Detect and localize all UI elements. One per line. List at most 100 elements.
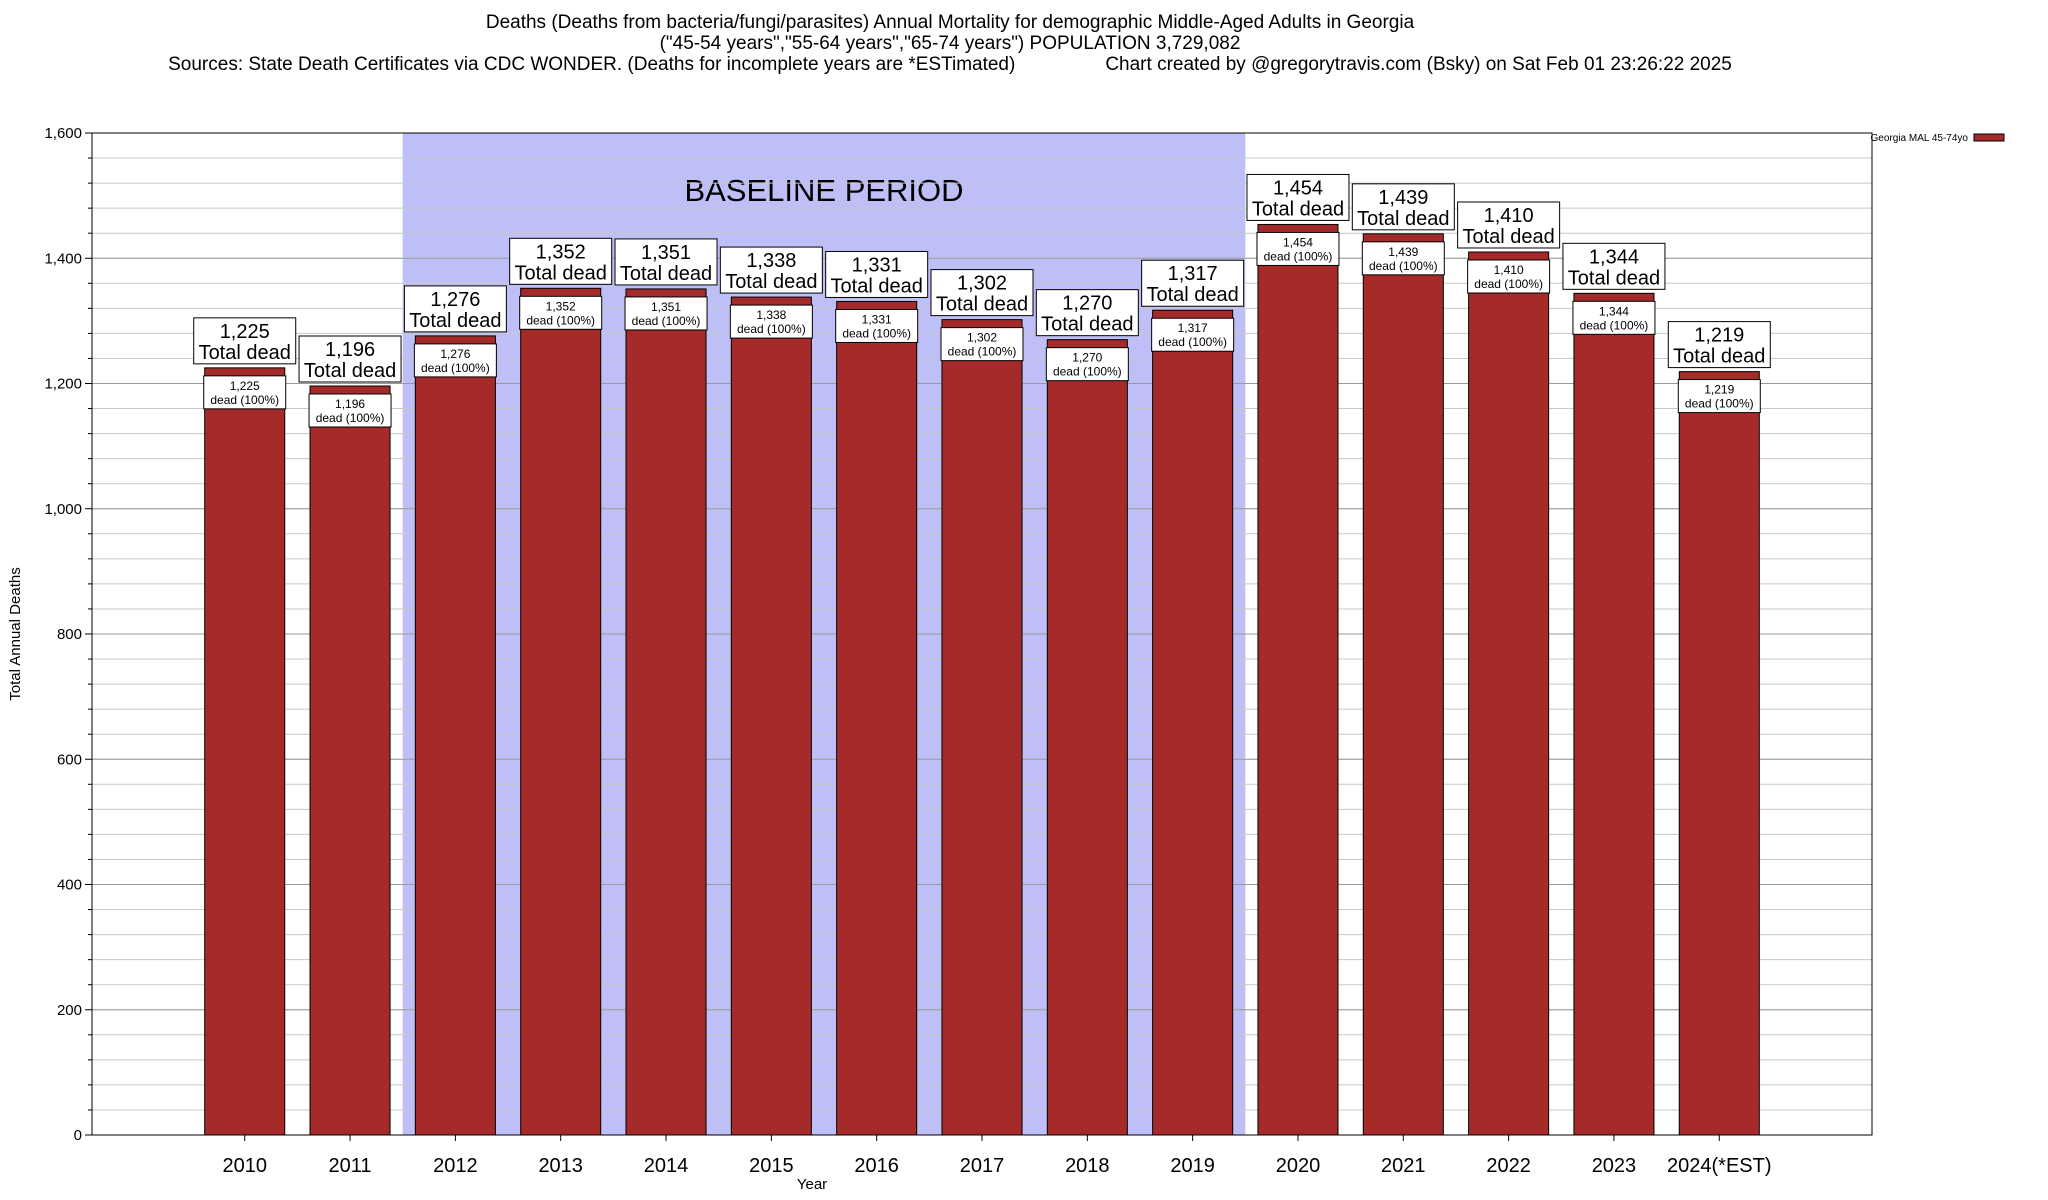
inner-label-text-2010: dead (100%) (210, 393, 279, 407)
inner-label-value-2011: 1,196 (335, 397, 365, 411)
y-tick-label-1000: 1,000 (44, 501, 82, 518)
inner-label-text-2014: dead (100%) (632, 314, 701, 328)
x-tick-label-2019: 2019 (1170, 1155, 1215, 1177)
x-tick-label-2013: 2013 (538, 1155, 583, 1177)
x-tick-label-2023: 2023 (1592, 1155, 1637, 1177)
top-label-box-2014 (614, 238, 718, 286)
x-tick-label-2014: 2014 (644, 1155, 689, 1177)
bar-2012 (414, 335, 496, 1136)
bar-2020 (1257, 223, 1339, 1136)
inner-label-box-2013 (519, 295, 603, 330)
inner-label-value-2017: 1,302 (967, 331, 997, 345)
inner-label-box-2017 (940, 327, 1024, 362)
top-label-value-2023: 1,344 (1589, 246, 1639, 268)
chart-header: Deaths (Deaths from bacteria/fungi/paras… (0, 12, 1900, 75)
y-tick-label-1400: 1,400 (44, 250, 82, 267)
top-label-text-2011: Total dead (304, 360, 396, 382)
top-label-box-2011 (298, 335, 402, 383)
chart-title-line-1: Deaths (Deaths from bacteria/fungi/paras… (485, 12, 1415, 33)
x-tick-label-2024(*EST): 2024(*EST) (1667, 1155, 1772, 1177)
y-axis-label: Total Annual Deaths (7, 567, 24, 700)
top-label-value-2021: 1,439 (1378, 187, 1428, 209)
inner-label-text-2013: dead (100%) (526, 313, 595, 327)
inner-label-text-2020: dead (100%) (1264, 249, 1333, 263)
y-tick-label-1200: 1,200 (44, 376, 82, 393)
inner-label-box-2018 (1045, 347, 1129, 382)
legend-label: Georgia MAL 45-74yo (1871, 133, 1969, 144)
inner-label-box-2021 (1361, 241, 1445, 276)
bar-2018 (1046, 339, 1128, 1136)
top-label-text-2020: Total dead (1252, 198, 1344, 220)
inner-label-text-2018: dead (100%) (1053, 365, 1122, 379)
inner-label-text-2011: dead (100%) (316, 411, 385, 425)
top-label-box-2024(*EST) (1667, 321, 1771, 369)
chart-title-line-2: ("45-54 years","55-64 years","65-74 year… (659, 33, 1241, 54)
bar-2011 (309, 385, 391, 1136)
inner-label-value-2010: 1,225 (230, 379, 260, 393)
top-label-text-2010: Total dead (199, 342, 291, 364)
legend-swatch (1973, 133, 2005, 142)
inner-label-value-2013: 1,352 (546, 299, 576, 313)
legend: Georgia MAL 45-74yo (1871, 133, 2005, 144)
inner-label-value-2014: 1,351 (651, 300, 681, 314)
top-label-box-2019 (1141, 259, 1245, 307)
inner-label-value-2021: 1,439 (1388, 245, 1418, 259)
top-label-text-2016: Total dead (831, 275, 923, 297)
top-label-text-2023: Total dead (1568, 267, 1660, 289)
top-label-text-2013: Total dead (515, 262, 607, 284)
top-label-box-2010 (193, 317, 297, 365)
bar-2014 (625, 288, 707, 1136)
top-label-value-2013: 1,352 (536, 241, 586, 263)
inner-label-value-2024(*EST): 1,219 (1704, 383, 1734, 397)
inner-label-value-2019: 1,317 (1178, 321, 1208, 335)
top-label-box-2013 (509, 237, 613, 285)
x-axis-label: Year (797, 1176, 827, 1193)
inner-label-box-2020 (1256, 231, 1340, 266)
inner-label-value-2022: 1,410 (1494, 263, 1524, 277)
top-label-value-2022: 1,410 (1484, 205, 1534, 227)
y-tick-label-400: 400 (57, 877, 82, 894)
inner-label-box-2023 (1572, 300, 1656, 335)
x-tick-label-2010: 2010 (222, 1155, 267, 1177)
inner-label-box-2016 (835, 308, 919, 343)
inner-label-box-2019 (1151, 317, 1235, 352)
y-tick-label-0: 0 (74, 1127, 82, 1144)
top-label-box-2017 (930, 269, 1034, 317)
top-label-box-2015 (719, 246, 823, 294)
top-label-value-2024(*EST): 1,219 (1694, 325, 1744, 347)
top-label-value-2010: 1,225 (220, 321, 270, 343)
x-tick-label-2021: 2021 (1381, 1155, 1426, 1177)
bar-2016 (836, 300, 918, 1136)
top-label-box-2018 (1035, 289, 1139, 337)
top-label-text-2012: Total dead (409, 310, 501, 332)
x-tick-label-2022: 2022 (1486, 1155, 1531, 1177)
top-label-box-2022 (1457, 201, 1561, 249)
y-tick-label-200: 200 (57, 1002, 82, 1019)
inner-label-box-2014 (624, 296, 708, 331)
top-label-text-2019: Total dead (1147, 284, 1239, 306)
top-label-box-2020 (1246, 173, 1350, 221)
inner-label-text-2012: dead (100%) (421, 361, 490, 375)
inner-label-box-2024(*EST) (1677, 379, 1761, 414)
top-label-value-2015: 1,338 (746, 250, 796, 272)
bar-2013 (520, 287, 602, 1136)
top-label-text-2022: Total dead (1462, 226, 1554, 248)
top-label-text-2021: Total dead (1357, 208, 1449, 230)
top-label-value-2017: 1,302 (957, 273, 1007, 295)
inner-label-text-2015: dead (100%) (737, 322, 806, 336)
inner-label-box-2022 (1467, 259, 1551, 294)
inner-label-text-2022: dead (100%) (1474, 277, 1543, 291)
top-label-text-2018: Total dead (1041, 314, 1133, 336)
inner-label-text-2016: dead (100%) (842, 326, 911, 340)
inner-label-box-2010 (203, 375, 287, 410)
inner-label-value-2023: 1,344 (1599, 304, 1629, 318)
bar-2024(*EST) (1678, 371, 1760, 1136)
top-label-text-2015: Total dead (725, 271, 817, 293)
top-label-text-2017: Total dead (936, 294, 1028, 316)
x-tick-label-2011: 2011 (329, 1155, 372, 1177)
x-tick-label-2016: 2016 (854, 1155, 899, 1177)
bar-2022 (1468, 251, 1550, 1136)
inner-label-text-2024(*EST): dead (100%) (1685, 397, 1754, 411)
